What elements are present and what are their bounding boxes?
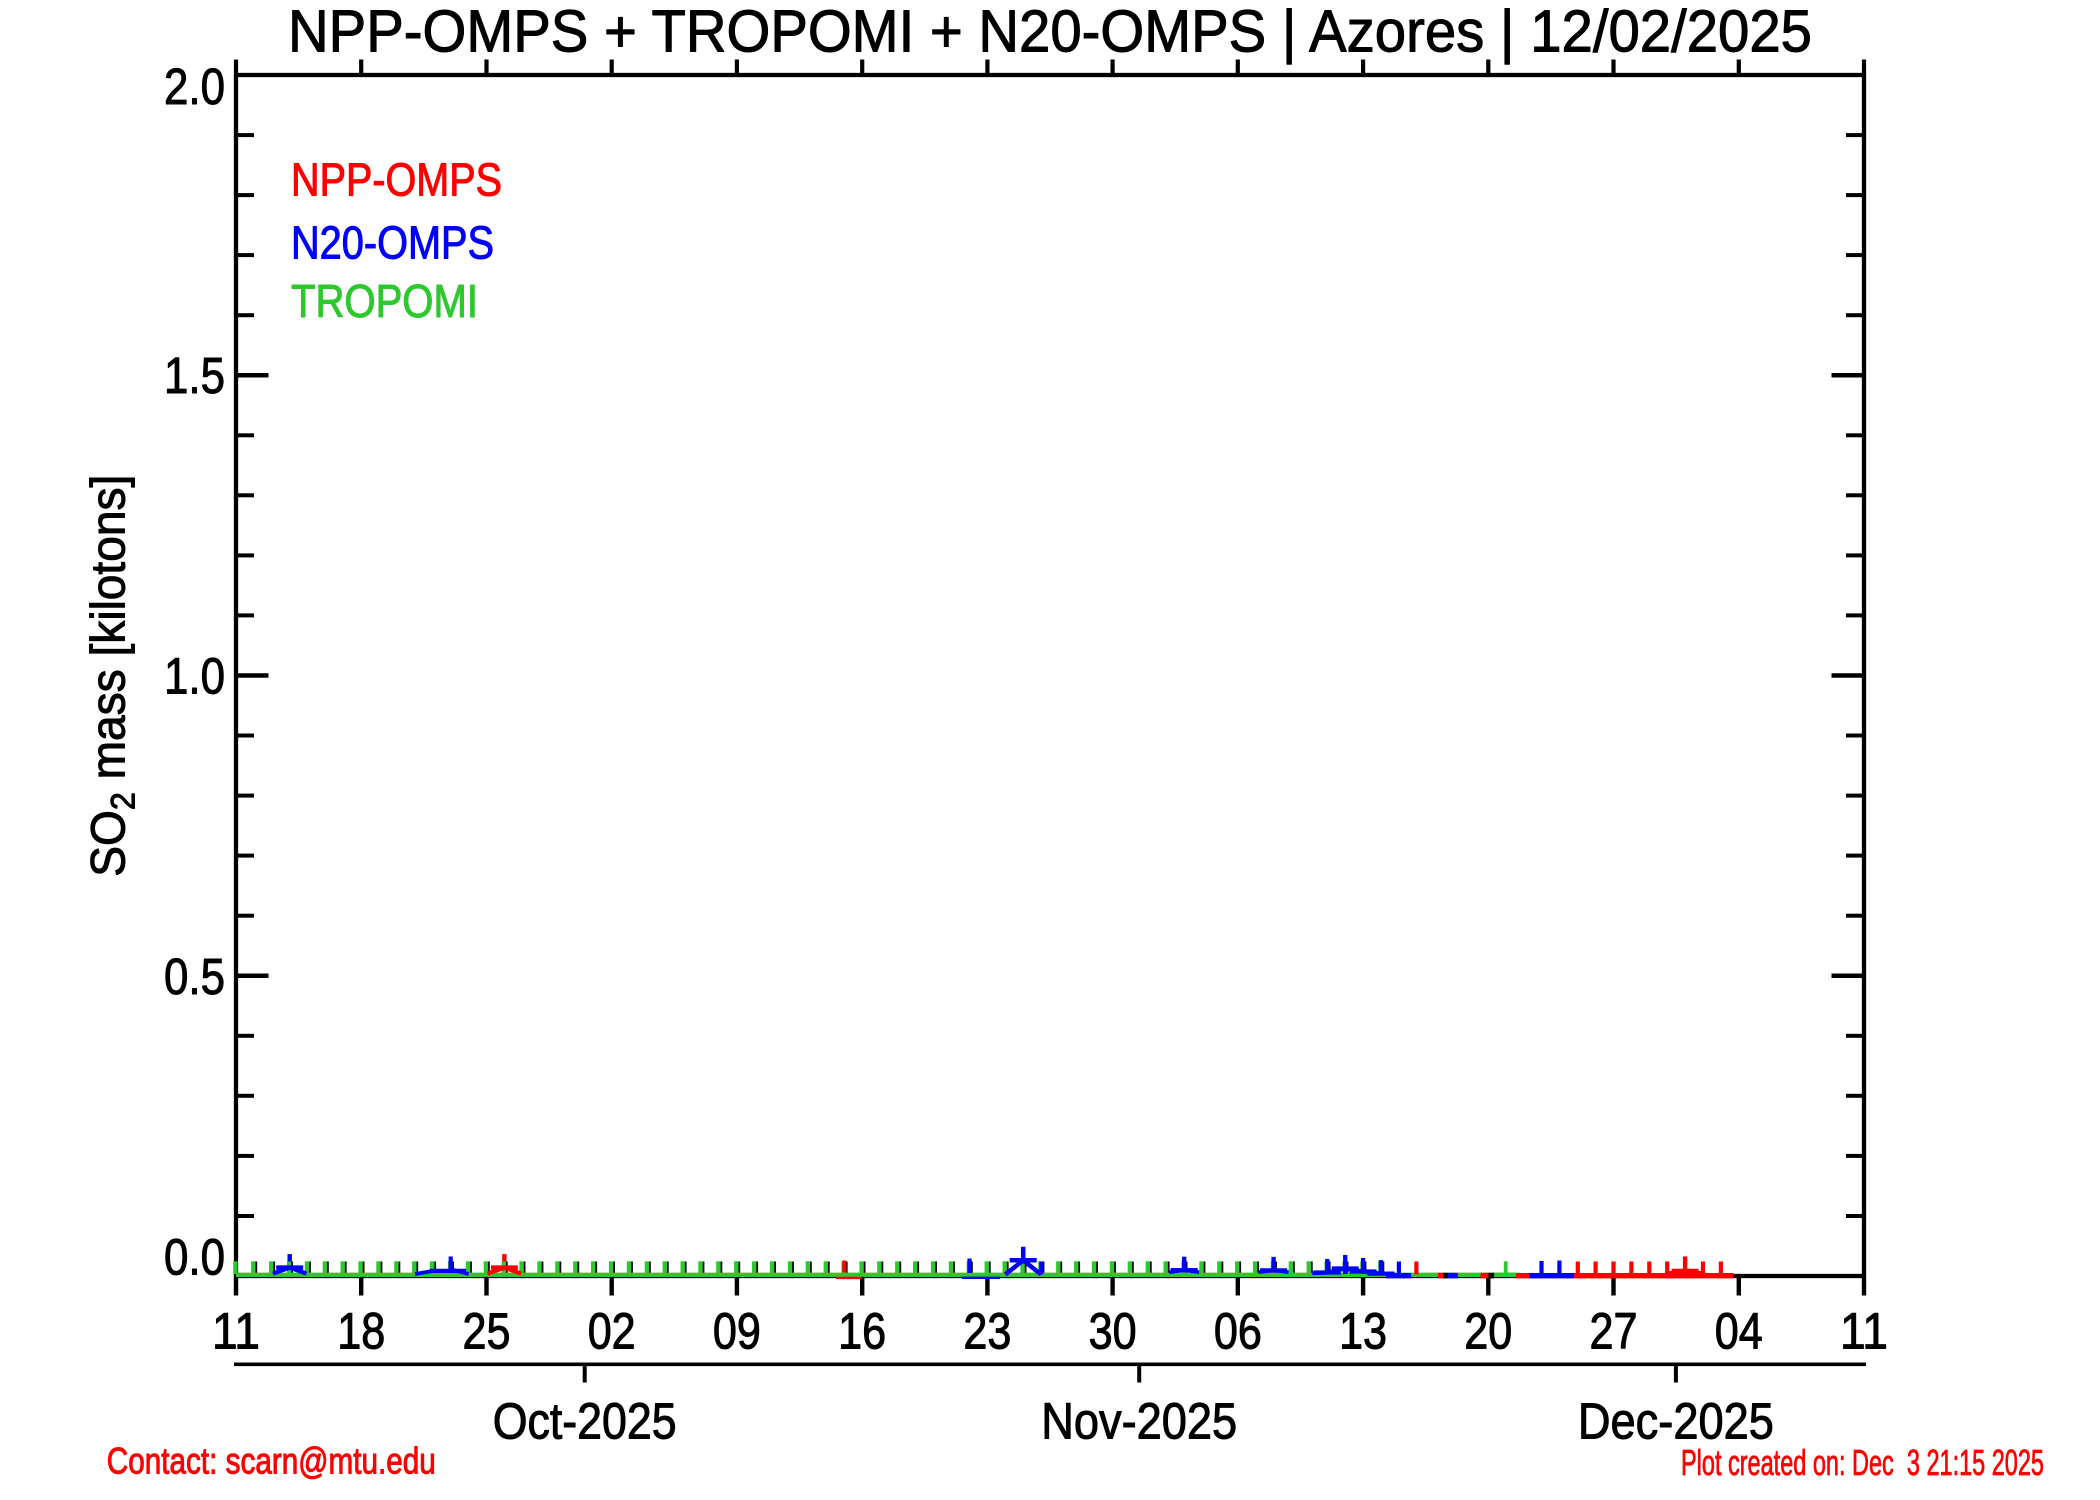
svg-text:18: 18: [337, 1303, 385, 1360]
svg-text:Nov-2025: Nov-2025: [1041, 1393, 1237, 1450]
svg-text:11: 11: [212, 1303, 260, 1360]
svg-text:23: 23: [963, 1303, 1011, 1360]
svg-text:Contact: scarn@mtu.edu: Contact: scarn@mtu.edu: [107, 1440, 436, 1482]
svg-text:30: 30: [1089, 1303, 1137, 1360]
svg-text:NPP-OMPS: NPP-OMPS: [291, 154, 502, 206]
svg-text:25: 25: [462, 1303, 510, 1360]
svg-text:Plot created on: Dec 3 21:15: Plot created on: Dec 3 21:15 2025: [1681, 1442, 2044, 1483]
svg-text:13: 13: [1339, 1303, 1387, 1360]
svg-text:0.5: 0.5: [164, 948, 225, 1005]
svg-text:09: 09: [713, 1303, 761, 1360]
svg-text:SO2 mass [kilotons]: SO2 mass [kilotons]: [81, 475, 142, 877]
svg-text:1.5: 1.5: [164, 347, 225, 404]
svg-text:NPP-OMPS + TROPOMI + N20-OMPS: NPP-OMPS + TROPOMI + N20-OMPS | Azores |…: [288, 0, 1812, 64]
svg-text:20: 20: [1464, 1303, 1512, 1360]
svg-text:04: 04: [1715, 1303, 1763, 1360]
svg-text:16: 16: [838, 1303, 886, 1360]
svg-text:11: 11: [1840, 1303, 1888, 1360]
svg-text:06: 06: [1214, 1303, 1262, 1360]
svg-text:N20-OMPS: N20-OMPS: [291, 216, 494, 268]
svg-text:02: 02: [588, 1303, 636, 1360]
svg-text:0.0: 0.0: [164, 1229, 225, 1286]
svg-text:1.0: 1.0: [164, 648, 225, 705]
svg-text:27: 27: [1590, 1303, 1638, 1360]
svg-text:2.0: 2.0: [164, 58, 225, 115]
svg-text:Dec-2025: Dec-2025: [1578, 1393, 1774, 1450]
svg-text:Oct-2025: Oct-2025: [493, 1393, 677, 1450]
svg-text:TROPOMI: TROPOMI: [291, 275, 478, 327]
